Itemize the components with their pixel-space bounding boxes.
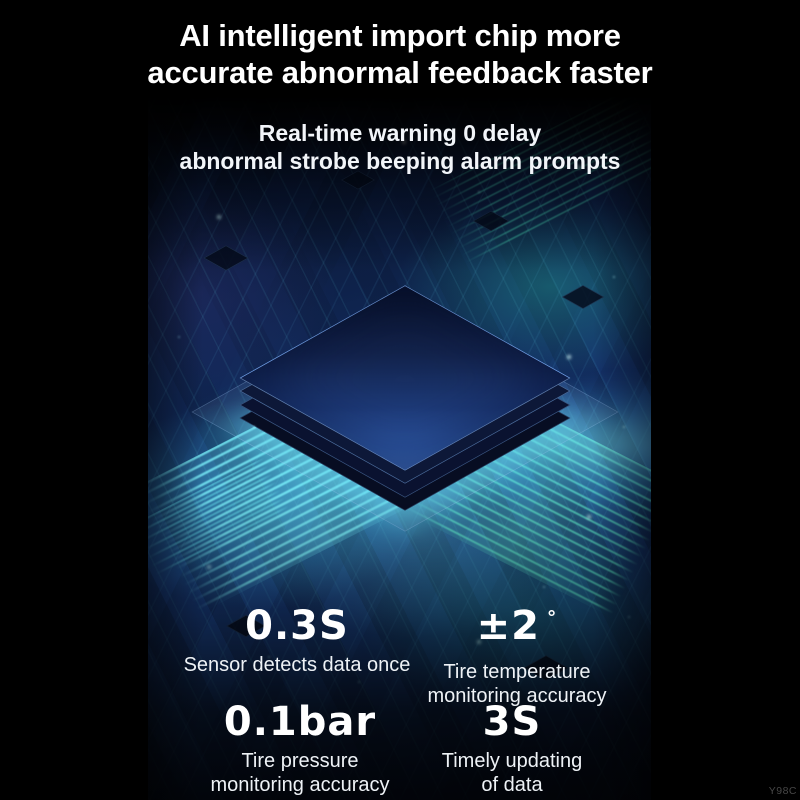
stat-value: 0.1bar	[223, 699, 377, 745]
circuit-board-photo	[148, 96, 651, 800]
stat-label: Timely updating of data	[441, 750, 583, 796]
headline-line2: accurate abnormal feedback faster	[147, 55, 653, 90]
stat-label: Tire pressure monitoring accuracy	[210, 750, 390, 796]
stat-value-number: ±2	[476, 603, 540, 649]
headline: AI intelligent import chip more accurate…	[0, 17, 800, 91]
stat-label: Tire temperature monitoring accuracy	[427, 661, 607, 707]
stat-value: 0.3S	[245, 603, 349, 649]
stat-label: Sensor detects data once	[183, 654, 411, 676]
subtitle-line2: abnormal strobe beeping alarm prompts	[179, 148, 621, 174]
headline-line1: AI intelligent import chip more	[179, 18, 621, 53]
stat-sensor-interval: 0.3S Sensor detects data once	[177, 604, 417, 677]
stat-pressure-accuracy: 0.1bar Tire pressure monitoring accuracy	[180, 700, 420, 797]
photo-vignette	[148, 96, 651, 800]
stat-temperature-accuracy: ±2 ° Tire temperature monitoring accuracy	[397, 604, 637, 708]
degree-symbol: °	[546, 607, 558, 629]
stat-update-interval: 3S Timely updating of data	[392, 700, 632, 797]
stat-value: 3S	[482, 699, 542, 745]
watermark-text: Y98C	[768, 785, 797, 797]
subheadline: Real-time warning 0 delay abnormal strob…	[0, 119, 800, 175]
subtitle-line1: Real-time warning 0 delay	[258, 120, 542, 146]
stat-value: ±2 °	[397, 604, 637, 655]
